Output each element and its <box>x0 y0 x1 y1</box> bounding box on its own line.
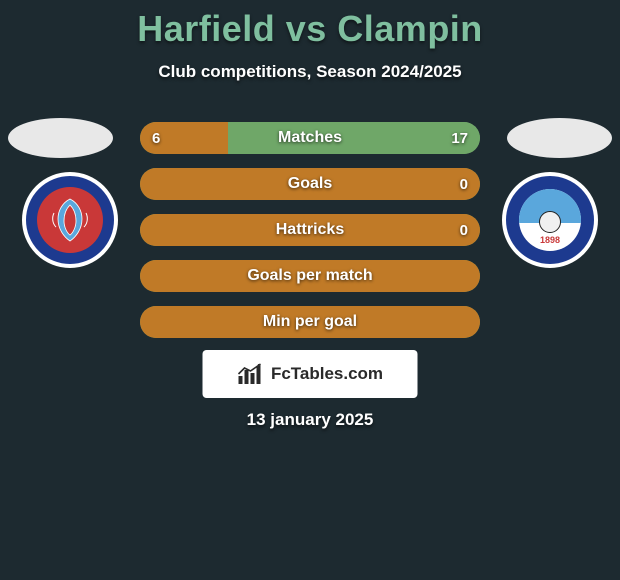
stat-label: Goals <box>140 168 480 200</box>
stat-label: Goals per match <box>140 260 480 292</box>
stat-row: Matches6 17 <box>140 122 480 154</box>
stat-label: Min per goal <box>140 306 480 338</box>
phoenix-icon <box>48 195 92 245</box>
stat-row: Hattricks0 <box>140 214 480 246</box>
badge-year: 1898 <box>519 235 581 245</box>
stat-value-right: 0 <box>448 168 480 200</box>
comparison-bars: Matches617Goals0Hattricks0Goals per matc… <box>140 122 480 352</box>
stat-row: Min per goal <box>140 306 480 338</box>
football-icon <box>539 211 561 233</box>
bar-chart-icon <box>237 362 265 386</box>
header: Harfield vs Clampin Club competitions, S… <box>0 0 620 82</box>
club-badge-right: 1898 <box>502 172 598 268</box>
stat-label: Matches <box>140 122 480 154</box>
stat-label: Hattricks <box>140 214 480 246</box>
stat-row: Goals0 <box>140 168 480 200</box>
stat-value-right: 17 <box>439 122 480 154</box>
player-avatar-left <box>8 118 113 158</box>
player-avatar-right <box>507 118 612 158</box>
date-text: 13 january 2025 <box>0 410 620 430</box>
brand-text: FcTables.com <box>271 364 383 384</box>
brand-box: FcTables.com <box>203 350 418 398</box>
stat-value-left: 6 <box>140 122 172 154</box>
page-subtitle: Club competitions, Season 2024/2025 <box>0 62 620 82</box>
stat-row: Goals per match <box>140 260 480 292</box>
page-title: Harfield vs Clampin <box>0 8 620 50</box>
stat-value-right: 0 <box>448 214 480 246</box>
club-badge-left <box>22 172 118 268</box>
